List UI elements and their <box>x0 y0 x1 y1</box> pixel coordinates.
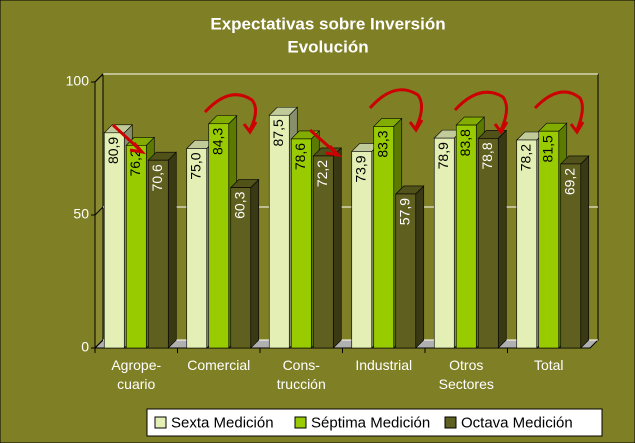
bar <box>477 138 499 349</box>
value-label: 78,6 <box>292 143 308 170</box>
legend-swatch <box>294 416 307 429</box>
bar-side <box>580 155 590 349</box>
chart-title: Expectativas sobre Inversión <box>210 14 445 33</box>
arrow <box>368 88 423 129</box>
legend-label: Sexta Medición <box>171 414 274 431</box>
arrow-head <box>325 145 342 158</box>
bar <box>538 130 560 349</box>
value-label: 78,8 <box>479 142 495 169</box>
value-label: 60,3 <box>231 191 247 218</box>
bar <box>268 114 290 349</box>
grid-line <box>94 206 104 216</box>
bar <box>312 155 334 349</box>
x-tick-label: Otros Sectores <box>439 357 494 392</box>
bar <box>395 193 417 349</box>
bar-side <box>415 185 425 349</box>
bar <box>147 159 169 349</box>
bar <box>103 132 125 349</box>
grid-line <box>94 73 104 83</box>
bar-side <box>497 129 507 349</box>
arrow <box>203 93 257 131</box>
value-label: 80,9 <box>105 137 121 164</box>
bar <box>373 126 395 349</box>
value-label: 70,6 <box>149 164 165 191</box>
bar-side <box>332 147 342 349</box>
bar <box>230 187 252 349</box>
grid-line <box>94 339 104 349</box>
bar <box>290 138 312 349</box>
value-label: 69,2 <box>561 168 577 195</box>
arrow-head <box>242 121 258 135</box>
x-tick-label: Comercial <box>187 357 250 373</box>
legend-box <box>146 408 603 437</box>
value-label: 78,2 <box>517 144 533 171</box>
bar <box>516 139 538 349</box>
value-label: 75,0 <box>187 152 203 179</box>
arrow <box>533 90 584 131</box>
value-label: 57,9 <box>396 198 412 225</box>
value-label: 81,5 <box>539 135 555 162</box>
y-tick-label: 0 <box>81 339 89 355</box>
arrow-head <box>493 121 509 135</box>
bar <box>433 137 455 349</box>
bar <box>208 123 230 349</box>
arrow <box>453 90 508 131</box>
y-tick-label: 50 <box>73 206 89 222</box>
arrow-head <box>129 142 146 155</box>
bar-side <box>250 178 260 349</box>
legend-swatch <box>444 416 457 429</box>
annotation-arrows <box>111 88 585 158</box>
value-label: 78,9 <box>435 142 451 169</box>
value-label: 72,2 <box>314 160 330 187</box>
value-label: 84,3 <box>209 128 225 155</box>
x-tick-label: Cons-trucción <box>277 357 326 392</box>
x-tick-label: Total <box>534 357 564 373</box>
value-label: 73,9 <box>352 155 368 182</box>
legend-label: Octava Medición <box>461 414 573 431</box>
bar <box>186 148 208 349</box>
value-label: 83,3 <box>374 130 390 157</box>
bar-side <box>167 151 177 349</box>
legend-swatch <box>154 416 167 429</box>
value-label: 83,8 <box>457 129 473 156</box>
bar <box>351 151 373 349</box>
value-label: 87,5 <box>270 119 286 146</box>
arrow-head <box>408 119 424 133</box>
chart-subtitle: Evolución <box>287 37 368 56</box>
legend-label: Séptima Medición <box>311 414 430 431</box>
x-tick-label: Agrope-cuario <box>111 357 161 392</box>
x-tick-label: Industrial <box>355 357 412 373</box>
arrow-head <box>569 121 585 135</box>
value-label: 76,2 <box>127 149 143 176</box>
bar <box>560 163 582 349</box>
y-tick-label: 100 <box>66 73 90 89</box>
bar <box>455 124 477 349</box>
